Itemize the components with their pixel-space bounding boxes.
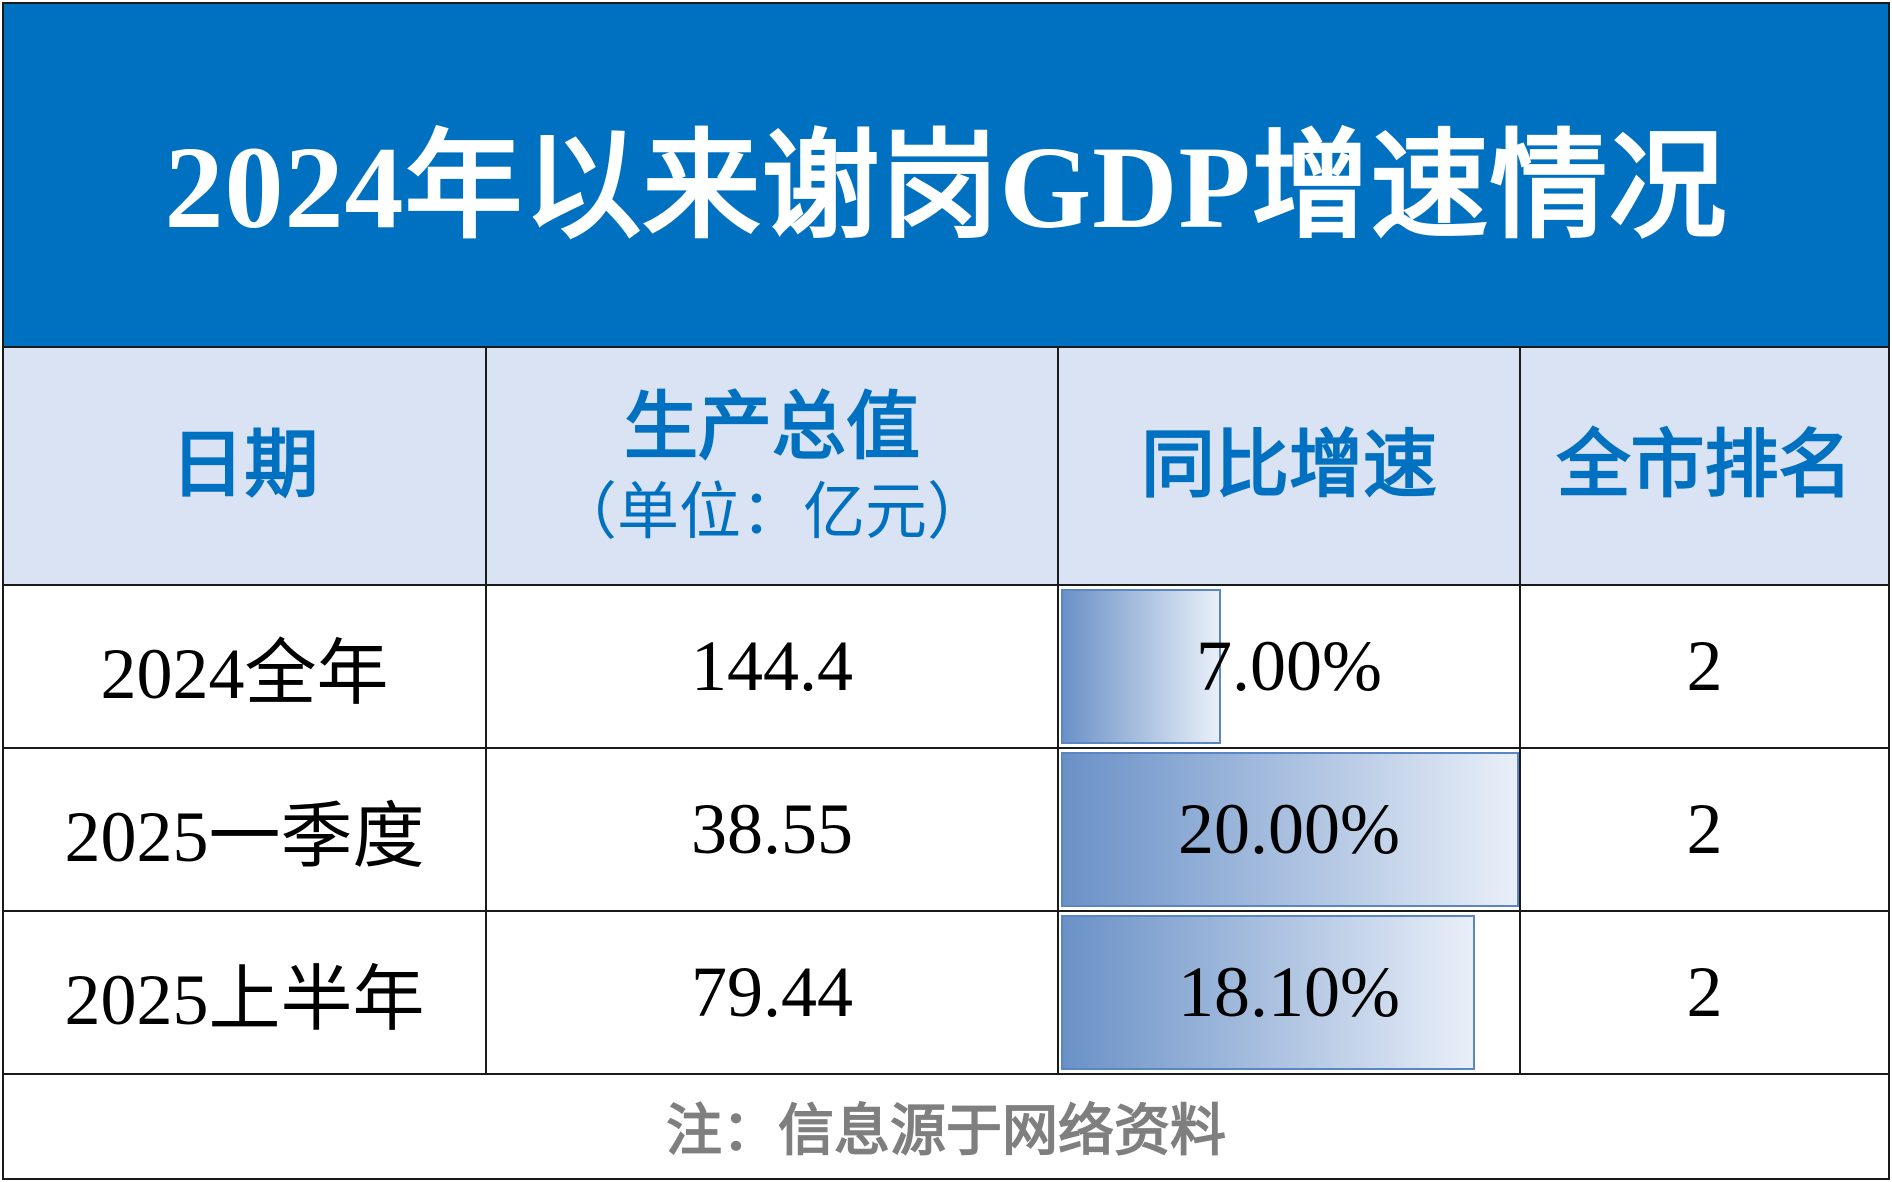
growth-cell: 18.10% — [1057, 910, 1521, 1075]
header-rank-label: 全市排名 — [1556, 422, 1853, 509]
growth-data-bar — [1061, 752, 1519, 907]
header-growth-label: 同比增速 — [1141, 422, 1437, 509]
growth-value: 18.10% — [1178, 952, 1400, 1032]
growth-cell: 7.00% — [1057, 584, 1521, 749]
source-note: 注：信息源于网络资料 — [4, 1074, 1888, 1178]
table-row: 2025一季度 38.55 20.00% 2 — [4, 747, 1888, 912]
header-gdp-label: 生产总值 — [624, 383, 920, 470]
gdp-cell: 38.55 — [485, 747, 1059, 912]
header-rank: 全市排名 — [1519, 348, 1888, 586]
source-note-text: 注：信息源于网络资料 — [666, 1097, 1226, 1164]
growth-data-bar — [1061, 915, 1475, 1070]
growth-value: 20.00% — [1178, 789, 1400, 869]
table-row: 2024全年 144.4 7.00% 2 — [4, 584, 1888, 749]
title-band: 2024年以来谢岗GDP增速情况 — [4, 4, 1888, 348]
growth-value: 7.00% — [1196, 626, 1382, 706]
header-date: 日期 — [4, 348, 487, 586]
header-growth: 同比增速 — [1057, 348, 1521, 586]
rank-cell: 2 — [1519, 584, 1888, 749]
header-date-label: 日期 — [170, 422, 319, 509]
growth-cell: 20.00% — [1057, 747, 1521, 912]
table-title: 2024年以来谢岗GDP增速情况 — [164, 121, 1728, 253]
date-cell: 2025上半年 — [4, 910, 487, 1075]
gdp-cell: 79.44 — [485, 910, 1059, 1075]
table-row: 2025上半年 79.44 18.10% 2 — [4, 910, 1888, 1075]
date-cell: 2024全年 — [4, 584, 487, 749]
gdp-cell: 144.4 — [485, 584, 1059, 749]
rank-cell: 2 — [1519, 747, 1888, 912]
header-row: 日期 生产总值 （单位：亿元） 同比增速 全市排名 — [4, 348, 1888, 586]
date-cell: 2025一季度 — [4, 747, 487, 912]
growth-data-bar — [1061, 589, 1221, 744]
rank-cell: 2 — [1519, 910, 1888, 1075]
header-gdp-unit: （单位：亿元） — [554, 474, 989, 548]
header-gdp: 生产总值 （单位：亿元） — [485, 348, 1059, 586]
gdp-table: 日期 生产总值 （单位：亿元） 同比增速 全市排名 2024全年 144.4 7… — [4, 348, 1888, 1075]
